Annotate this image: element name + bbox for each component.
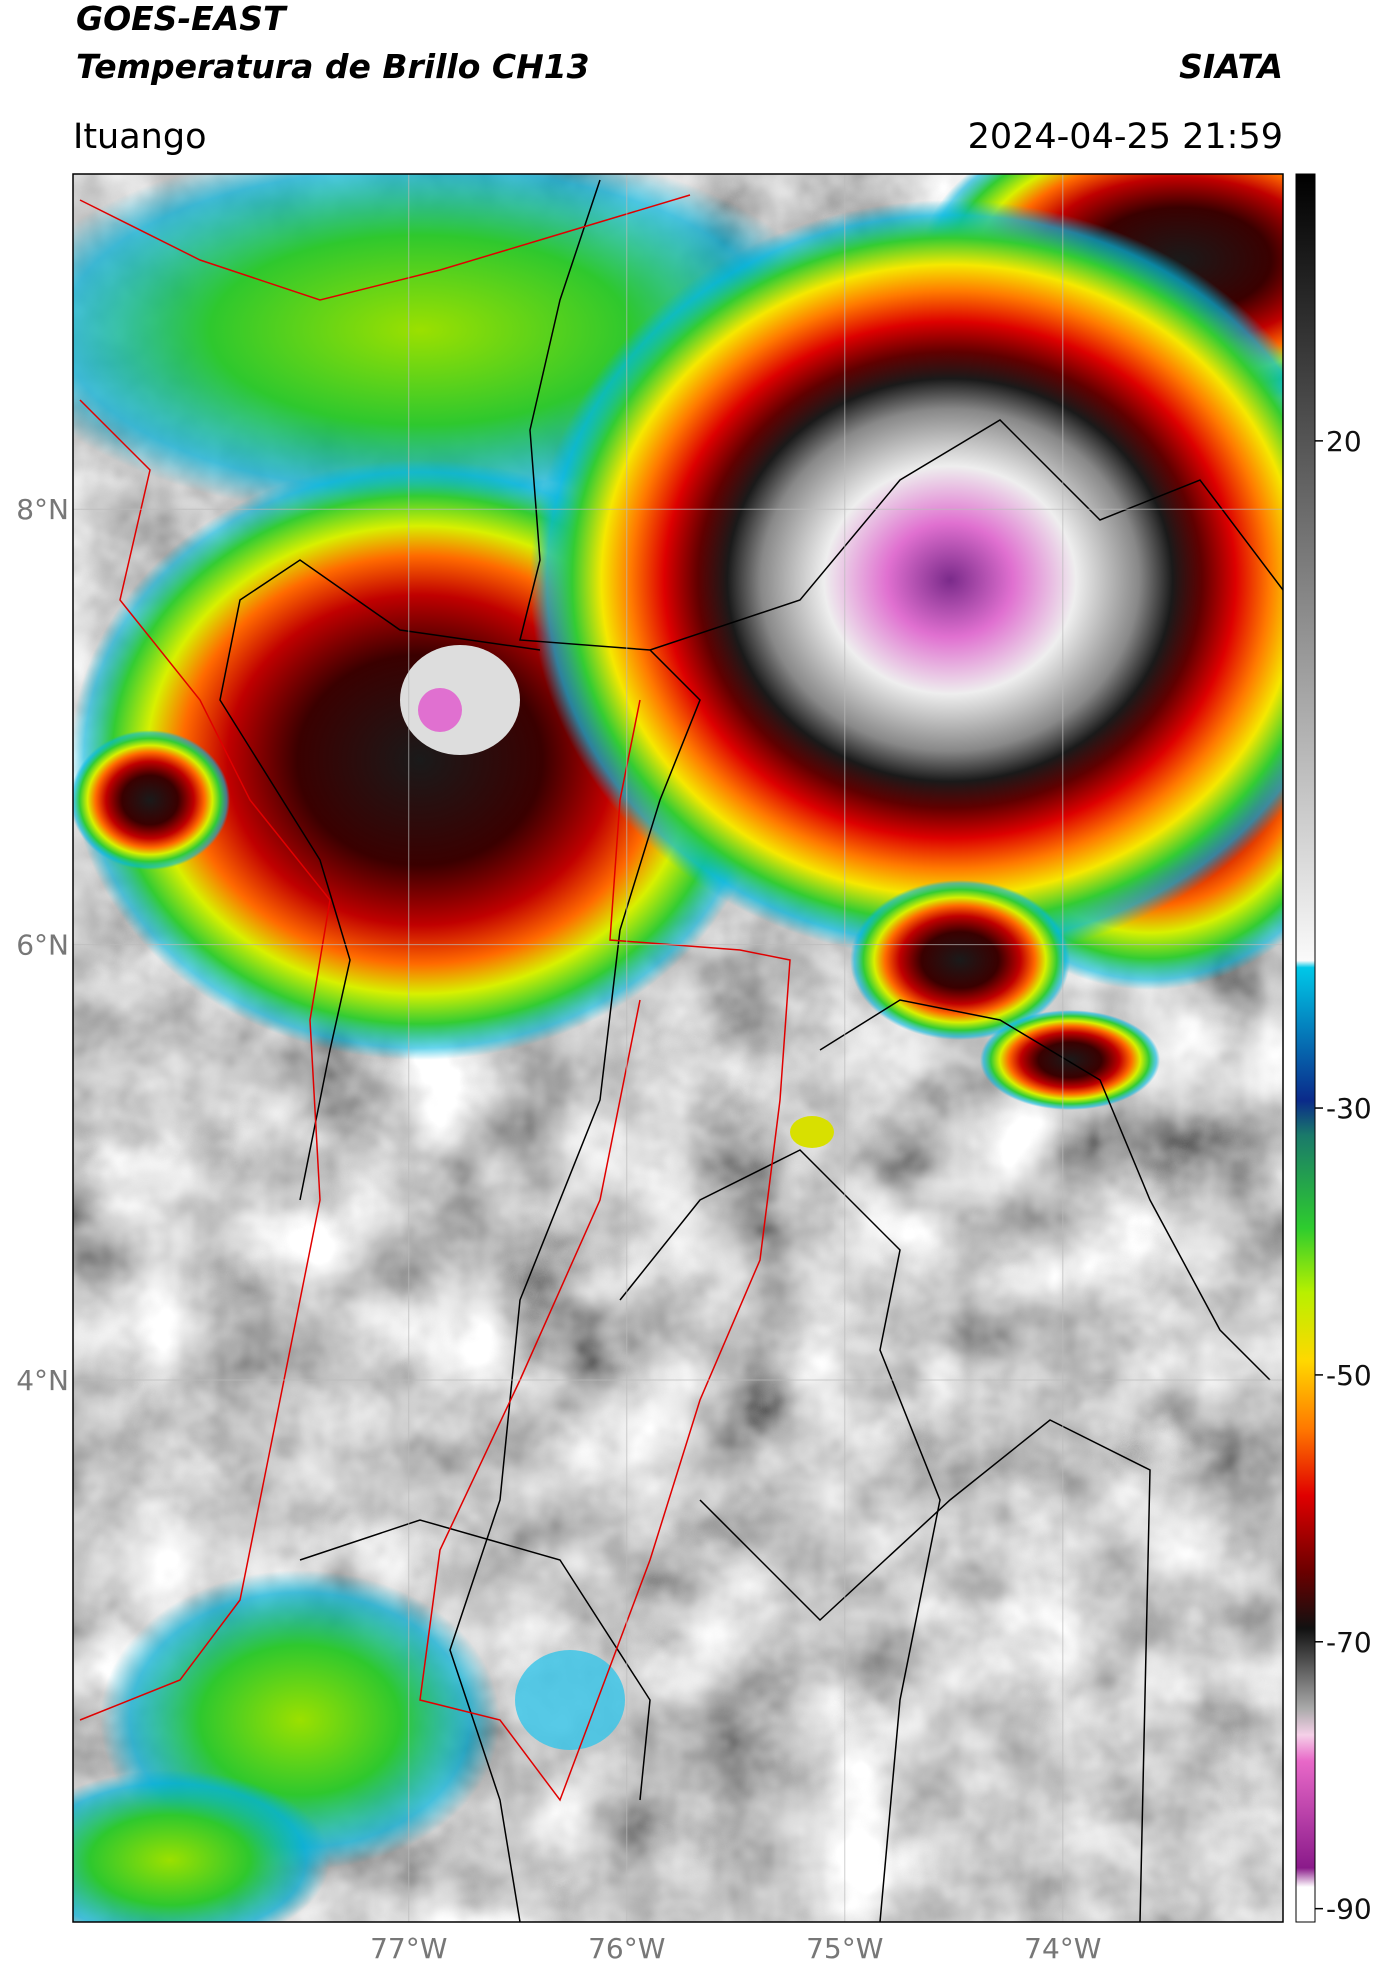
lat-tick-label: 4°N [16,1364,69,1397]
colorbar [1295,173,1316,1923]
lon-tick-label: 77°W [370,1932,447,1965]
colorbar-tick-label: -30 [1326,1092,1372,1125]
colorbar-tick-label: -50 [1326,1359,1372,1392]
cloud [515,1650,625,1750]
cloud [530,200,1283,960]
organization: SIATA [1179,47,1283,86]
colorbar-tick-label: -70 [1326,1626,1372,1659]
title: GOES-EAST [76,0,288,38]
datetime: 2024-04-25 21:59 [968,117,1283,157]
cloud [400,645,520,755]
region-borders [79,194,791,1802]
cloud [418,688,462,732]
lon-tick-label: 75°W [806,1932,883,1965]
graticule [73,174,1283,1922]
colorbar-tick-label: 20 [1326,425,1362,458]
place: Ituango [73,117,207,157]
subtitle: Temperatura de Brillo CH13 [76,47,590,86]
lat-tick-label: 6°N [16,929,69,962]
borders [219,179,1283,1922]
lon-tick-label: 76°W [588,1932,665,1965]
lat-tick-label: 8°N [16,493,69,526]
cloud [790,1116,834,1148]
colorbar-tick-label: -90 [1326,1893,1372,1926]
map-frame [72,173,1284,1923]
cloud [850,880,1070,1040]
cloud [73,1770,330,1922]
map-imagery [73,174,1283,1922]
cloud [73,730,230,870]
lon-tick-label: 74°W [1024,1932,1101,1965]
